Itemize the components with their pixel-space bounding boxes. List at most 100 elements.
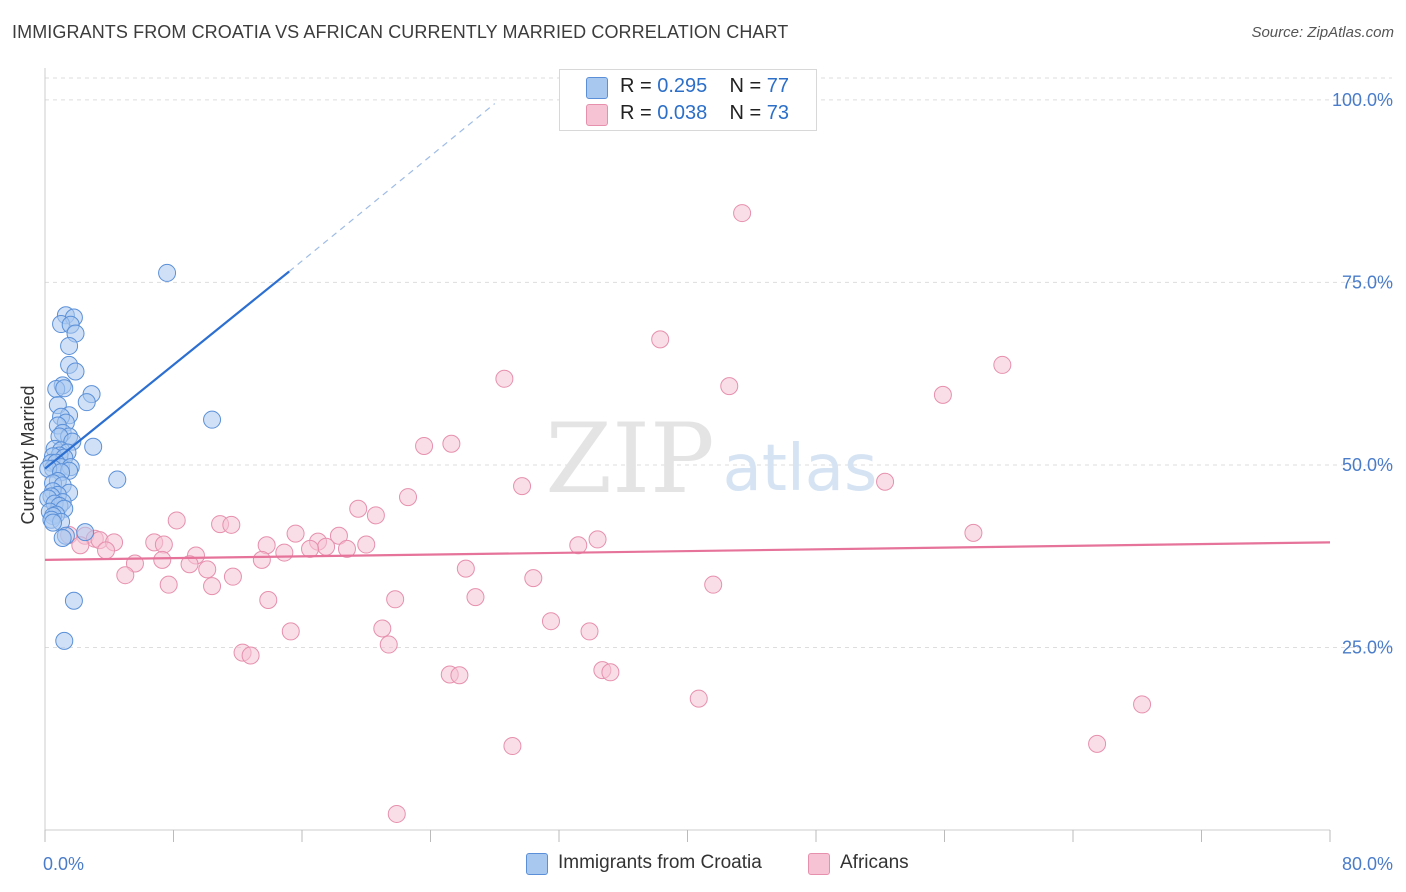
africans-point xyxy=(379,635,398,654)
croatia-point xyxy=(55,379,74,398)
africans-point xyxy=(329,526,348,545)
africans-legend-label: Africans xyxy=(840,852,909,873)
y-tick-labels: 25.0% 50.0% 75.0% 100.0% xyxy=(1332,90,1393,658)
y-tick-label: 50.0% xyxy=(1342,455,1393,475)
africans-point xyxy=(415,436,434,455)
africans-point xyxy=(357,535,376,554)
africans-point xyxy=(349,499,368,518)
legend-n-value: 73 xyxy=(766,102,790,124)
croatia-point xyxy=(158,263,177,282)
africans-point xyxy=(933,385,952,404)
africans-point xyxy=(580,622,599,641)
africans-point xyxy=(301,539,320,558)
africans-point xyxy=(1133,695,1152,714)
africans-point xyxy=(689,689,708,708)
croatia-point xyxy=(44,513,63,532)
croatia-legend-swatch-icon xyxy=(526,853,548,875)
africans-point xyxy=(281,622,300,641)
africans-point xyxy=(399,488,418,507)
africans-point xyxy=(259,591,278,610)
croatia-trend-line xyxy=(44,270,290,470)
y-tick-label: 75.0% xyxy=(1342,272,1393,292)
legend-r-value: 0.295 xyxy=(657,75,708,97)
africans-point xyxy=(456,559,475,578)
africans-point xyxy=(513,477,532,496)
y-axis-label: Currently Married xyxy=(18,385,38,524)
africans-point xyxy=(223,567,242,586)
africans-point xyxy=(964,523,983,542)
africans-point xyxy=(373,619,392,638)
y-tick-label: 25.0% xyxy=(1342,637,1393,657)
africans-point xyxy=(252,550,271,569)
africans-point xyxy=(203,577,222,596)
africans-point xyxy=(541,612,560,631)
croatia-point xyxy=(203,410,222,429)
croatia-point xyxy=(76,523,95,542)
chart-title: IMMIGRANTS FROM CROATIA VS AFRICAN CURRE… xyxy=(12,22,789,42)
africans-point xyxy=(153,550,172,569)
africans-point xyxy=(993,355,1012,374)
watermark-zip: ZIP xyxy=(545,403,714,515)
africans-point xyxy=(116,566,135,585)
africans-point xyxy=(524,569,543,588)
africans-point xyxy=(1088,734,1107,753)
africans-point xyxy=(720,377,739,396)
africans-swatch-icon xyxy=(586,104,608,126)
africans-point xyxy=(154,535,173,554)
africans-point xyxy=(159,575,178,594)
africans-point xyxy=(450,666,469,685)
africans-point xyxy=(241,646,260,665)
africans-point xyxy=(601,663,620,682)
legend-r-label: R = xyxy=(620,75,658,97)
legend-n-label: N = xyxy=(729,102,767,124)
croatia-point xyxy=(77,393,96,412)
africans-trend-line xyxy=(44,541,1331,561)
africans-point xyxy=(180,555,199,574)
legend-n-value: 77 xyxy=(766,75,790,97)
africans-point xyxy=(466,588,485,607)
africans-point xyxy=(495,369,514,388)
y-tick-label: 100.0% xyxy=(1332,90,1393,110)
grid-lines xyxy=(45,77,1392,648)
africans-point xyxy=(198,560,217,579)
africans-point xyxy=(167,511,186,530)
croatia-point xyxy=(60,336,79,355)
croatia-point xyxy=(55,631,74,650)
croatia-trend-extension xyxy=(288,103,496,272)
legend-n-label: N = xyxy=(729,75,767,97)
africans-point xyxy=(97,541,116,560)
correlation-legend: R = 0.295 N = 77 R = 0.038 N = 73 xyxy=(559,69,817,131)
croatia-point xyxy=(66,362,85,381)
africans-point xyxy=(386,590,405,609)
source-label: Source: ZipAtlas.com xyxy=(1251,24,1394,41)
africans-point xyxy=(876,472,895,491)
x-tick-label: 80.0% xyxy=(1342,854,1393,874)
africans-point xyxy=(733,204,752,223)
africans-point xyxy=(317,537,336,556)
africans-point xyxy=(366,506,385,525)
trend-lines xyxy=(44,103,1331,561)
africans-point xyxy=(588,530,607,549)
africans-point xyxy=(222,515,241,534)
croatia-swatch-icon xyxy=(586,77,608,99)
croatia-point xyxy=(53,528,72,547)
croatia-legend-label: Immigrants from Croatia xyxy=(558,852,762,873)
legend-r-value: 0.038 xyxy=(657,102,708,124)
croatia-point xyxy=(64,591,83,610)
africans-point xyxy=(275,543,294,562)
axes xyxy=(44,68,1331,842)
legend-r-label: R = xyxy=(620,102,658,124)
africans-point xyxy=(651,330,670,349)
africans-point xyxy=(569,536,588,555)
x-tick-label: 0.0% xyxy=(43,854,84,874)
africans-point xyxy=(503,737,522,756)
africans-point xyxy=(286,524,305,543)
watermark-atlas: atlas xyxy=(723,432,878,506)
africans-point xyxy=(442,434,461,453)
africans-point xyxy=(704,575,723,594)
croatia-points xyxy=(39,263,222,650)
croatia-point xyxy=(84,437,103,456)
africans-legend-swatch-icon xyxy=(808,853,830,875)
x-tick-labels: 0.0% 80.0% xyxy=(43,854,1393,874)
